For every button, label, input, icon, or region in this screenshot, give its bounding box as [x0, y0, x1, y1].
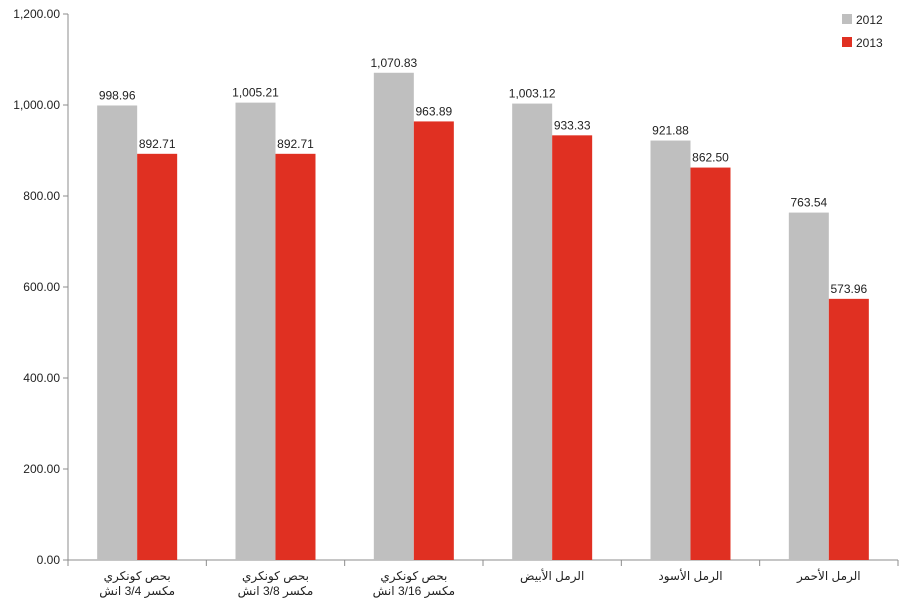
bar-2013-3: [552, 135, 593, 561]
y-axis: 0.00 200.00 400.00 600.00 800.00 1,000.00 1,20…: [13, 7, 69, 567]
legend-swatch-2013: [842, 37, 852, 47]
bar-2012-1: [235, 102, 276, 560]
x-category-label: الرمل الأبيض: [520, 568, 584, 584]
bar-value-label: 921.88: [652, 124, 689, 138]
x-category-label: بحص كونكري: [242, 569, 309, 584]
y-tick-label: 0.00: [37, 553, 61, 567]
bar-2012-0: [97, 105, 138, 560]
bar-2012-5: [788, 212, 829, 560]
bar-2013-2: [413, 121, 454, 560]
x-category-label: بحص كونكري: [104, 569, 171, 584]
legend-label: 2013: [856, 36, 883, 50]
bar-value-label: 1,003.12: [509, 87, 556, 101]
bar-value-label: 892.71: [139, 137, 176, 151]
y-tick-label: 400.00: [23, 371, 60, 385]
bar-value-label: 998.96: [99, 88, 136, 102]
y-tick-label: 1,200.00: [13, 7, 60, 21]
x-category-label: مكسر 3/4 انش: [99, 584, 175, 599]
bar-2012-3: [512, 103, 553, 561]
bar-value-label: 573.96: [830, 282, 867, 296]
y-tick-label: 600.00: [23, 280, 60, 294]
x-category-label: الرمل الأسود: [658, 568, 722, 584]
bar-2013-1: [275, 153, 316, 560]
bar-2013-0: [137, 153, 178, 560]
bars: [97, 72, 869, 561]
bar-value-label: 892.71: [277, 137, 314, 151]
bar-2013-4: [690, 167, 731, 560]
bar-value-label: 1,070.83: [370, 56, 417, 70]
y-tick-label: 1,000.00: [13, 98, 60, 112]
bar-value-label: 933.33: [554, 118, 591, 132]
x-category-label: الرمل الأحمر: [796, 568, 861, 584]
bar-2012-4: [650, 140, 691, 560]
legend: 2012 2013: [842, 13, 883, 50]
legend-label: 2012: [856, 13, 883, 27]
x-category-label: بحص كونكري: [380, 569, 447, 584]
bar-value-label: 963.89: [415, 104, 452, 118]
bar-2012-2: [373, 72, 414, 561]
bar-value-label: 862.50: [692, 151, 729, 165]
y-tick-label: 800.00: [23, 189, 60, 203]
bar-value-label: 1,005.21: [232, 86, 279, 100]
y-tick-label: 200.00: [23, 462, 60, 476]
x-category-label: مكسر 3/8 انش: [238, 584, 314, 599]
legend-swatch-2012: [842, 14, 852, 24]
bar-value-label: 763.54: [790, 196, 827, 210]
x-category-label: مكسر 3/16 انش: [373, 584, 455, 599]
bar-2013-5: [828, 298, 869, 560]
bar-value-labels: 998.96 1,005.21 1,070.83 1,003.12 921.88 763.…: [99, 56, 868, 296]
